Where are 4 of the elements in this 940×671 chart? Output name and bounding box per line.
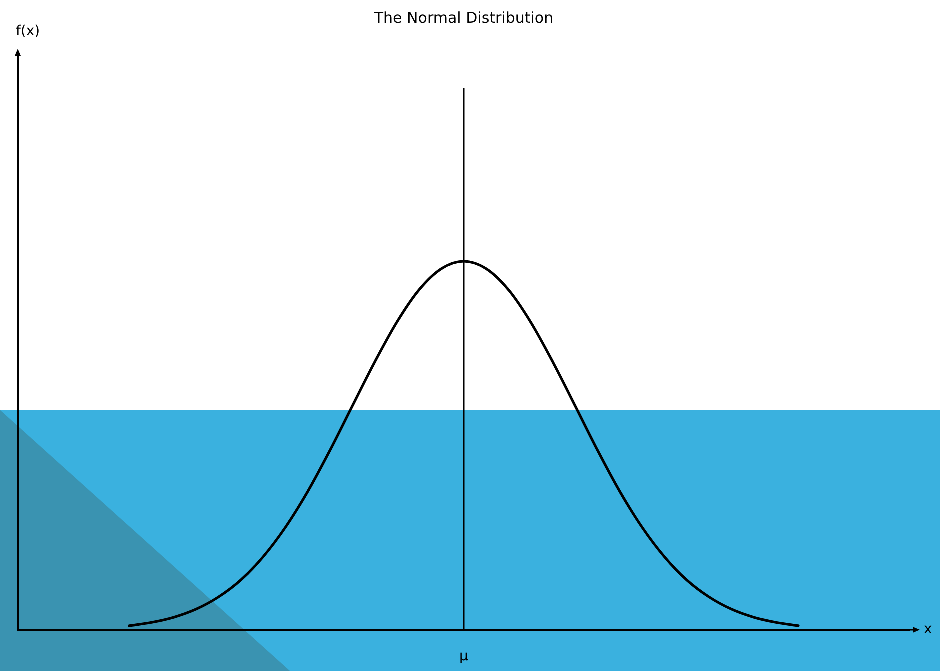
text: f(x) [16, 24, 40, 40]
x-axis-title: x [924, 622, 932, 638]
text: μ [460, 648, 469, 665]
chart-title: The Normal Distribution [373, 8, 554, 27]
